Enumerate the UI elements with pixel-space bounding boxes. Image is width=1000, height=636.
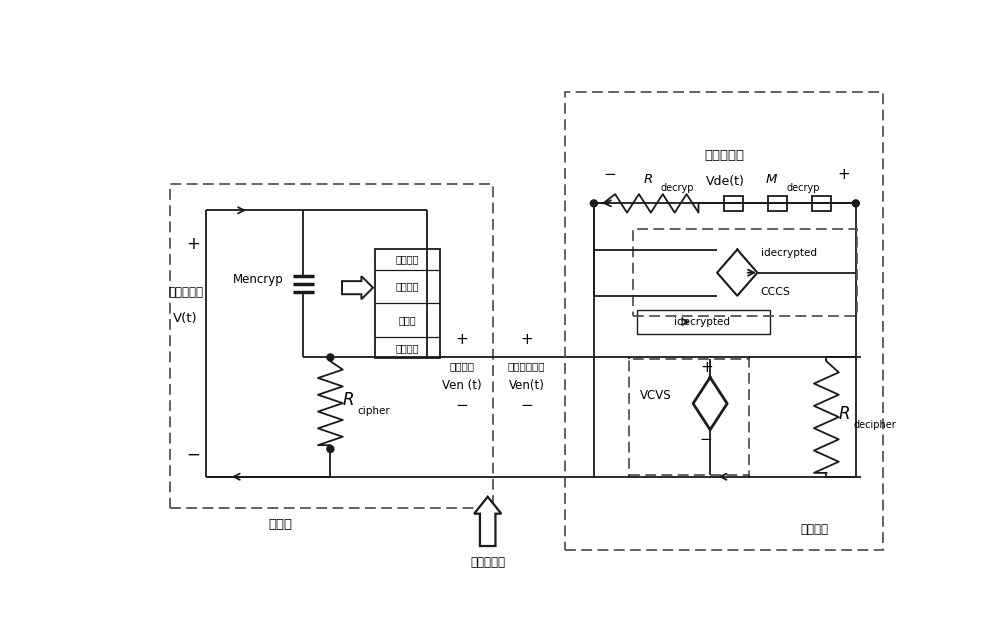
Text: idecrypted: idecrypted [761,249,817,258]
Text: 非掺杂区: 非掺杂区 [396,282,419,291]
Text: CCCS: CCCS [761,287,790,297]
Text: decryp: decryp [787,183,820,193]
Text: −: − [700,432,713,447]
Bar [629,359,749,475]
Text: R: R [839,405,850,423]
Text: −: − [456,398,468,413]
Circle shape [327,354,334,361]
Bar [768,196,787,211]
Text: Ven(t): Ven(t) [509,378,544,392]
Text: idecrypted: idecrypted [674,317,730,327]
FancyArrow shape [474,497,501,546]
Text: 反变换信号: 反变换信号 [705,149,745,162]
Text: +: + [520,332,533,347]
Bar [170,184,493,508]
Text: 掺杂区: 掺杂区 [399,315,416,326]
Text: +: + [838,167,851,182]
Text: 待变换信号: 待变换信号 [168,286,203,299]
Text: 变换信号: 变换信号 [450,361,475,371]
FancyArrow shape [342,276,373,299]
Circle shape [327,446,334,452]
Bar [812,196,831,211]
Bar [375,249,440,358]
Text: −: − [520,398,533,413]
Text: decryp: decryp [661,183,694,193]
Bar [637,310,770,333]
Text: 信号传输线: 信号传输线 [470,556,505,569]
Text: 反变换端: 反变换端 [801,523,829,536]
Text: Vde(t): Vde(t) [705,176,744,188]
Text: +: + [700,360,713,375]
Bar [633,229,857,316]
Text: 顶端电极: 顶端电极 [396,343,419,353]
Bar [724,196,743,211]
Text: 底端电极: 底端电极 [396,254,419,264]
Text: R: R [343,391,354,409]
Text: −: − [603,167,616,182]
Bar [565,92,883,550]
Circle shape [852,200,859,207]
Text: R: R [644,174,653,186]
Text: Ven (t): Ven (t) [442,378,482,392]
Text: +: + [456,332,468,347]
Text: −: − [186,445,200,464]
Text: +: + [186,235,200,253]
Text: Mencryp: Mencryp [233,273,284,286]
Circle shape [590,200,597,207]
Text: VCVS: VCVS [640,389,672,403]
Text: M: M [766,174,777,186]
Text: V(t): V(t) [173,312,198,324]
Text: cipher: cipher [358,406,390,416]
Text: 待反变换信号: 待反变换信号 [508,361,545,371]
Text: decipher: decipher [854,420,896,430]
Text: 变换端: 变换端 [268,518,292,531]
